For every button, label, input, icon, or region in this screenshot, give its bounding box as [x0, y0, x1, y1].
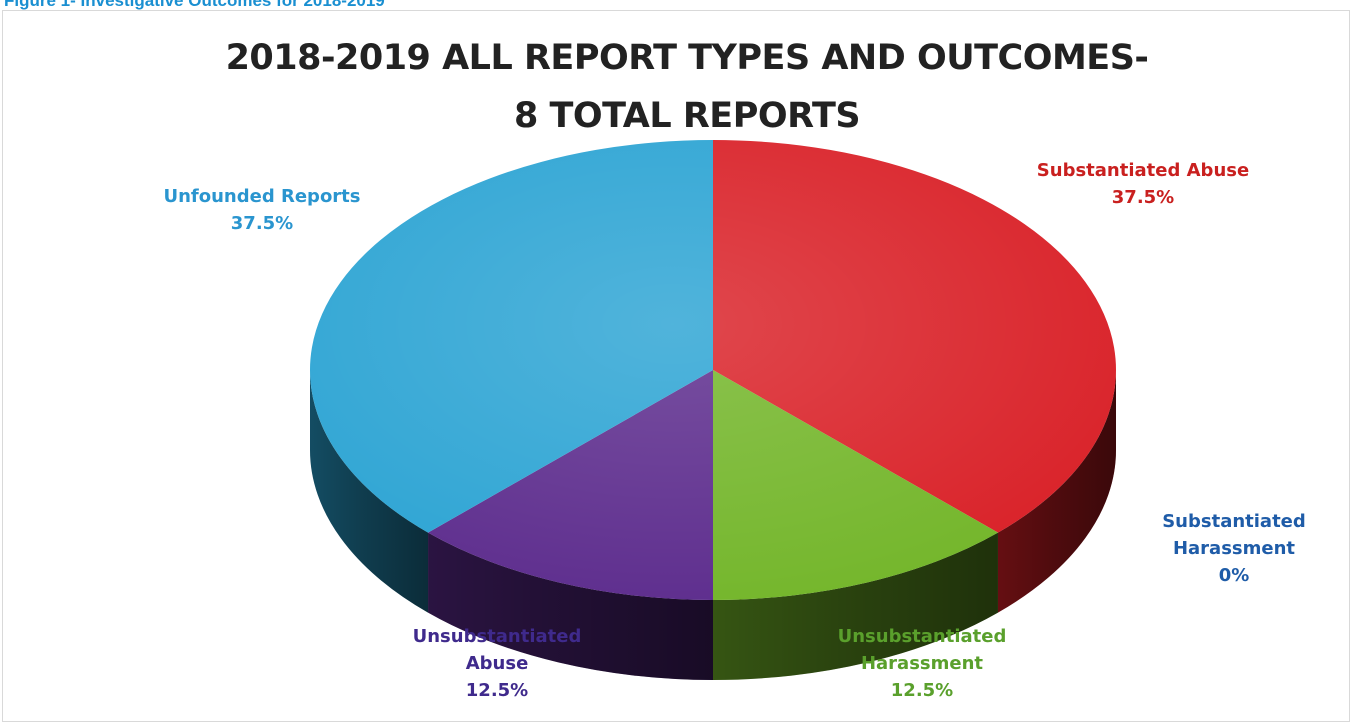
slice-label-text: Substantiated — [1162, 511, 1306, 532]
chart-title: 2018-2019 ALL REPORT TYPES AND OUTCOMES- — [225, 38, 1149, 78]
slice-label-text: Unsubstantiated — [413, 626, 582, 647]
slice-label-1: Unsubstantiated Harassment 12.5% — [838, 626, 1007, 701]
pie-side-shade-1 — [713, 532, 998, 680]
slice-label-text: Unfounded Reports — [163, 186, 360, 207]
slice-label-2: Unsubstantiated Abuse 12.5% — [413, 626, 582, 701]
chart-area — [2, 10, 1350, 722]
slice-value-label: 37.5% — [231, 213, 293, 234]
slice-value-label: 12.5% — [466, 680, 528, 701]
pie-sides — [310, 370, 1116, 680]
slice-value-label: 0% — [1219, 565, 1250, 586]
figure-caption: Figure 1- Investigative Outcomes for 201… — [4, 0, 385, 10]
pie-sheen — [310, 140, 1116, 600]
slice-label-text: Substantiated Abuse — [1037, 160, 1249, 181]
pie-side-shade-3 — [310, 370, 429, 613]
pie-labels: Substantiated Abuse 37.5% Unsubstantiated H… — [163, 160, 1305, 701]
slice-label-text: Abuse — [466, 653, 529, 674]
slice-label-0: Substantiated Abuse 37.5% — [1037, 160, 1249, 208]
pie-side-shade-0 — [997, 370, 1116, 613]
pie-tops — [309, 140, 1116, 600]
slice-value-label: 12.5% — [891, 680, 953, 701]
pie-side-shade-2 — [428, 532, 713, 680]
slice-label-text: Harassment — [1173, 538, 1295, 559]
slice-value-label: 37.5% — [1112, 187, 1174, 208]
slice-label-3: Unfounded Reports 37.5% — [163, 186, 360, 234]
slice-label-text: Harassment — [861, 653, 983, 674]
slice-label-text: Unsubstantiated — [838, 626, 1007, 647]
chart-subtitle: 8 TOTAL REPORTS — [513, 96, 861, 136]
slice-label-4: Substantiated Harassment 0% — [1162, 511, 1306, 586]
